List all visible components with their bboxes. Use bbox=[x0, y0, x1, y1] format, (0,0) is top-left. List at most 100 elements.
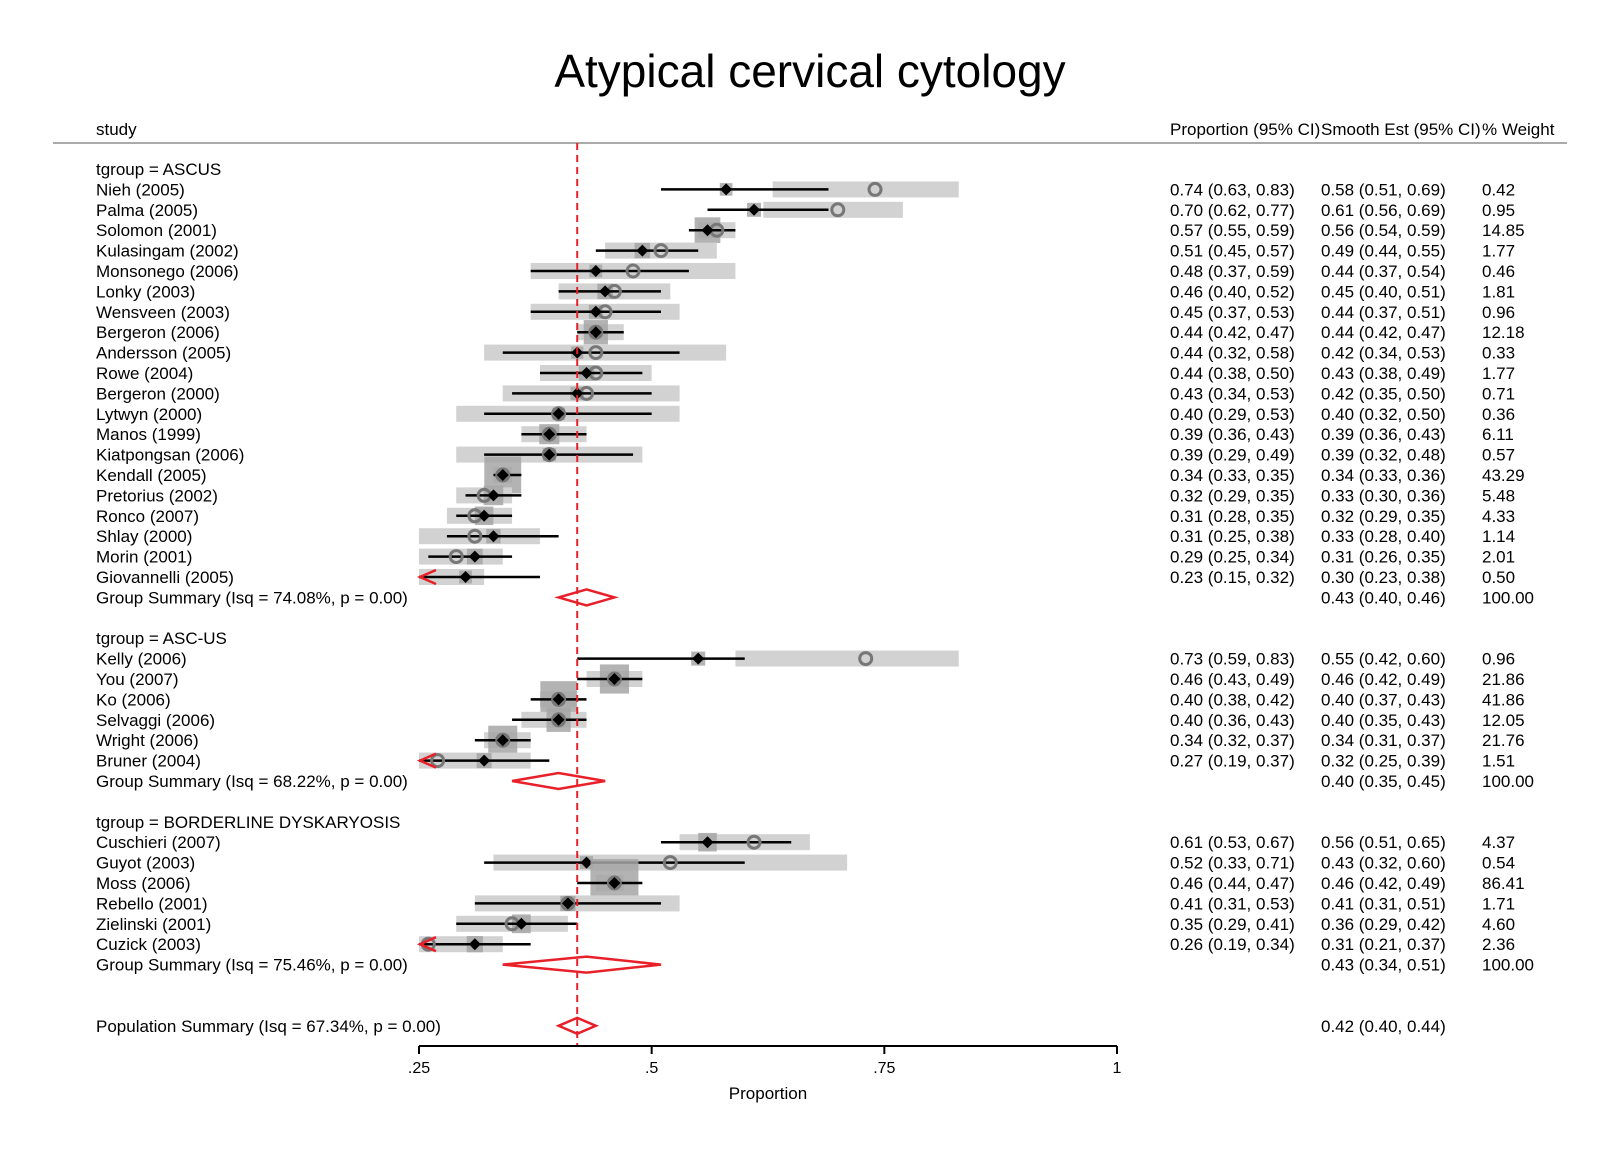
proportion-ci: 0.46 (0.44, 0.47) bbox=[1170, 874, 1295, 893]
study-name: Zielinski (2001) bbox=[96, 915, 211, 934]
study-name: Kelly (2006) bbox=[96, 650, 187, 669]
weight-value: 4.37 bbox=[1482, 833, 1515, 852]
weight-value: 0.71 bbox=[1482, 384, 1515, 403]
estimate-marker bbox=[478, 509, 491, 522]
proportion-ci: 0.48 (0.37, 0.59) bbox=[1170, 262, 1295, 281]
smooth-estimate-ci: 0.46 (0.42, 0.49) bbox=[1321, 874, 1446, 893]
smooth-estimate-ci: 0.40 (0.37, 0.43) bbox=[1321, 690, 1446, 709]
group-summary-weight: 100.00 bbox=[1482, 772, 1534, 791]
weight-value: 1.77 bbox=[1482, 242, 1515, 261]
weight-value: 1.77 bbox=[1482, 364, 1515, 383]
weight-value: 14.85 bbox=[1482, 221, 1525, 240]
chart-title: Atypical cervical cytology bbox=[554, 45, 1065, 97]
study-name: Rowe (2004) bbox=[96, 364, 193, 383]
weight-value: 5.48 bbox=[1482, 486, 1515, 505]
population-summary-estimate: 0.42 (0.40, 0.44) bbox=[1321, 1017, 1446, 1036]
weight-value: 4.60 bbox=[1482, 915, 1515, 934]
proportion-ci: 0.23 (0.15, 0.32) bbox=[1170, 568, 1295, 587]
smooth-estimate-ci: 0.36 (0.29, 0.42) bbox=[1321, 915, 1446, 934]
smooth-estimate-ci: 0.39 (0.32, 0.48) bbox=[1321, 446, 1446, 465]
smooth-estimate-ci: 0.56 (0.54, 0.59) bbox=[1321, 221, 1446, 240]
smooth-estimate-ci: 0.43 (0.38, 0.49) bbox=[1321, 364, 1446, 383]
smooth-estimate-ci: 0.49 (0.44, 0.55) bbox=[1321, 242, 1446, 261]
weight-value: 12.05 bbox=[1482, 711, 1525, 730]
observed-proportion-marker bbox=[830, 202, 846, 218]
estimate-marker bbox=[608, 877, 621, 889]
smooth-estimate-ci: 0.46 (0.42, 0.49) bbox=[1321, 670, 1446, 689]
weight-value: 0.33 bbox=[1482, 344, 1515, 363]
weight-value: 12.18 bbox=[1482, 323, 1525, 342]
estimate-marker bbox=[589, 326, 602, 339]
estimate-marker bbox=[459, 571, 472, 583]
smooth-estimate-ci: 0.32 (0.29, 0.35) bbox=[1321, 507, 1446, 526]
study-name: Wensveen (2003) bbox=[96, 303, 230, 322]
weight-value: 0.57 bbox=[1482, 446, 1515, 465]
smooth-estimate-ci: 0.33 (0.28, 0.40) bbox=[1321, 527, 1446, 546]
smooth-estimate-ci: 0.34 (0.31, 0.37) bbox=[1321, 731, 1446, 750]
study-name: Bergeron (2006) bbox=[96, 323, 220, 342]
proportion-ci: 0.34 (0.32, 0.37) bbox=[1170, 731, 1295, 750]
truncation-arrow bbox=[416, 568, 437, 586]
study-name: Manos (1999) bbox=[96, 425, 201, 444]
smooth-estimate-ci: 0.30 (0.23, 0.38) bbox=[1321, 568, 1446, 587]
weight-value: 0.46 bbox=[1482, 262, 1515, 281]
header-weight: % Weight bbox=[1482, 120, 1555, 139]
estimate-marker bbox=[608, 673, 621, 685]
proportion-ci: 0.61 (0.53, 0.67) bbox=[1170, 833, 1295, 852]
estimate-marker bbox=[487, 530, 500, 543]
weight-value: 0.42 bbox=[1482, 180, 1515, 199]
study-name: Wright (2006) bbox=[96, 731, 199, 750]
proportion-ci: 0.46 (0.40, 0.52) bbox=[1170, 282, 1295, 301]
estimate-marker bbox=[701, 224, 714, 237]
x-axis: .25 .5 .75 1 Proportion bbox=[408, 1045, 1122, 1103]
smooth-estimate-ci: 0.39 (0.36, 0.43) bbox=[1321, 425, 1446, 444]
smooth-estimate-ci: 0.31 (0.21, 0.37) bbox=[1321, 935, 1446, 954]
estimate-marker bbox=[496, 469, 509, 481]
proportion-ci: 0.44 (0.38, 0.50) bbox=[1170, 364, 1295, 383]
smooth-estimate-ci: 0.33 (0.30, 0.36) bbox=[1321, 486, 1446, 505]
population-summary-diamond bbox=[555, 1016, 599, 1036]
plot-marks bbox=[416, 143, 959, 1046]
proportion-ci: 0.44 (0.32, 0.58) bbox=[1170, 344, 1295, 363]
group-summary-label: Group Summary (Isq = 68.22%, p = 0.00) bbox=[96, 772, 408, 791]
study-name: Kendall (2005) bbox=[96, 466, 207, 485]
estimate-marker bbox=[552, 713, 565, 726]
study-name: Cuzick (2003) bbox=[96, 935, 201, 954]
smooth-estimate-ci: 0.45 (0.40, 0.51) bbox=[1321, 282, 1446, 301]
weight-value: 0.95 bbox=[1482, 201, 1515, 220]
smooth-estimate-ci: 0.44 (0.37, 0.54) bbox=[1321, 262, 1446, 281]
smooth-estimate-ci: 0.40 (0.35, 0.43) bbox=[1321, 711, 1446, 730]
study-name: Pretorius (2002) bbox=[96, 486, 218, 505]
estimate-marker bbox=[720, 183, 733, 196]
proportion-ci: 0.70 (0.62, 0.77) bbox=[1170, 201, 1295, 220]
study-name: Ronco (2007) bbox=[96, 507, 199, 526]
group-summary-diamond bbox=[554, 588, 619, 607]
proportion-ci: 0.27 (0.19, 0.37) bbox=[1170, 752, 1295, 771]
smooth-estimate-ci: 0.61 (0.56, 0.69) bbox=[1321, 201, 1446, 220]
study-name: You (2007) bbox=[96, 670, 179, 689]
estimate-marker bbox=[636, 244, 649, 257]
smooth-estimate-ci: 0.56 (0.51, 0.65) bbox=[1321, 833, 1446, 852]
weight-value: 0.96 bbox=[1482, 303, 1515, 322]
proportion-ci: 0.74 (0.63, 0.83) bbox=[1170, 180, 1295, 199]
weight-value: 0.54 bbox=[1482, 854, 1515, 873]
weight-value: 21.86 bbox=[1482, 670, 1525, 689]
weight-value: 2.36 bbox=[1482, 935, 1515, 954]
group-summary-estimate: 0.43 (0.40, 0.46) bbox=[1321, 588, 1446, 607]
proportion-ci: 0.31 (0.25, 0.38) bbox=[1170, 527, 1295, 546]
x-axis-ticks: .25 .5 .75 1 bbox=[408, 1046, 1122, 1077]
study-name: Monsonego (2006) bbox=[96, 262, 239, 281]
estimate-marker bbox=[589, 265, 602, 277]
observed-proportion-marker bbox=[867, 181, 883, 197]
observed-ci-band bbox=[772, 181, 959, 198]
group-summary-estimate: 0.40 (0.35, 0.45) bbox=[1321, 772, 1446, 791]
x-tick-label: .5 bbox=[645, 1060, 658, 1077]
study-name: Shlay (2000) bbox=[96, 527, 192, 546]
observed-proportion-marker bbox=[662, 855, 678, 871]
study-name: Lonky (2003) bbox=[96, 282, 195, 301]
observed-proportion-marker bbox=[858, 651, 874, 667]
observed-proportion-marker bbox=[430, 753, 446, 769]
proportion-ci: 0.34 (0.33, 0.35) bbox=[1170, 466, 1295, 485]
group-summary-weight: 100.00 bbox=[1482, 956, 1534, 975]
